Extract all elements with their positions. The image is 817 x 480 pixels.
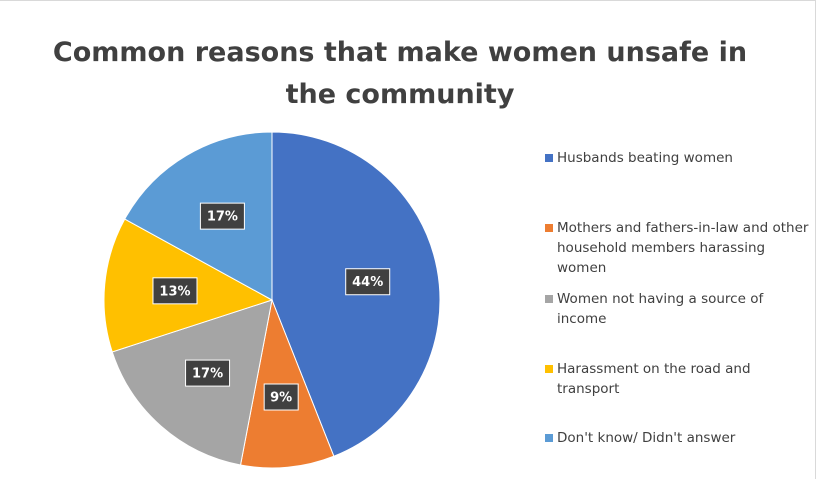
chart-title: Common reasons that make women unsafe in…	[52, 37, 748, 110]
data-label-text: 13%	[159, 284, 190, 299]
legend-item-dont-know: Don't know/ Didn't answer	[545, 428, 815, 448]
legend-swatch	[545, 365, 553, 373]
data-label-text: 9%	[270, 391, 292, 406]
data-label: 9%	[263, 383, 299, 411]
legend-swatch	[545, 224, 553, 232]
data-label-text: 44%	[352, 275, 383, 290]
data-label-box	[185, 359, 231, 387]
data-label-box	[152, 277, 198, 305]
data-label-text: 17%	[207, 210, 238, 225]
data-label: 17%	[199, 202, 245, 230]
legend-swatch	[545, 295, 553, 303]
data-label: 44%	[345, 268, 391, 296]
legend-item-in-laws-harassing: Mothers and fathers-in-law and other hou…	[545, 218, 815, 278]
data-label-text: 17%	[192, 367, 223, 382]
legend-item-road-harassment: Harassment on the road and transport	[545, 359, 815, 399]
data-label-box	[345, 268, 391, 296]
data-label-box	[263, 383, 299, 411]
pie-slice	[124, 131, 273, 301]
legend-item-husbands-beating-women: Husbands beating women	[545, 148, 815, 168]
data-label: 17%	[185, 359, 231, 387]
data-label: 13%	[152, 277, 198, 305]
data-label-box	[199, 202, 245, 230]
legend-swatch	[545, 154, 553, 162]
legend-item-no-income: Women not having a source of income	[545, 289, 815, 329]
legend-swatch	[545, 434, 553, 442]
